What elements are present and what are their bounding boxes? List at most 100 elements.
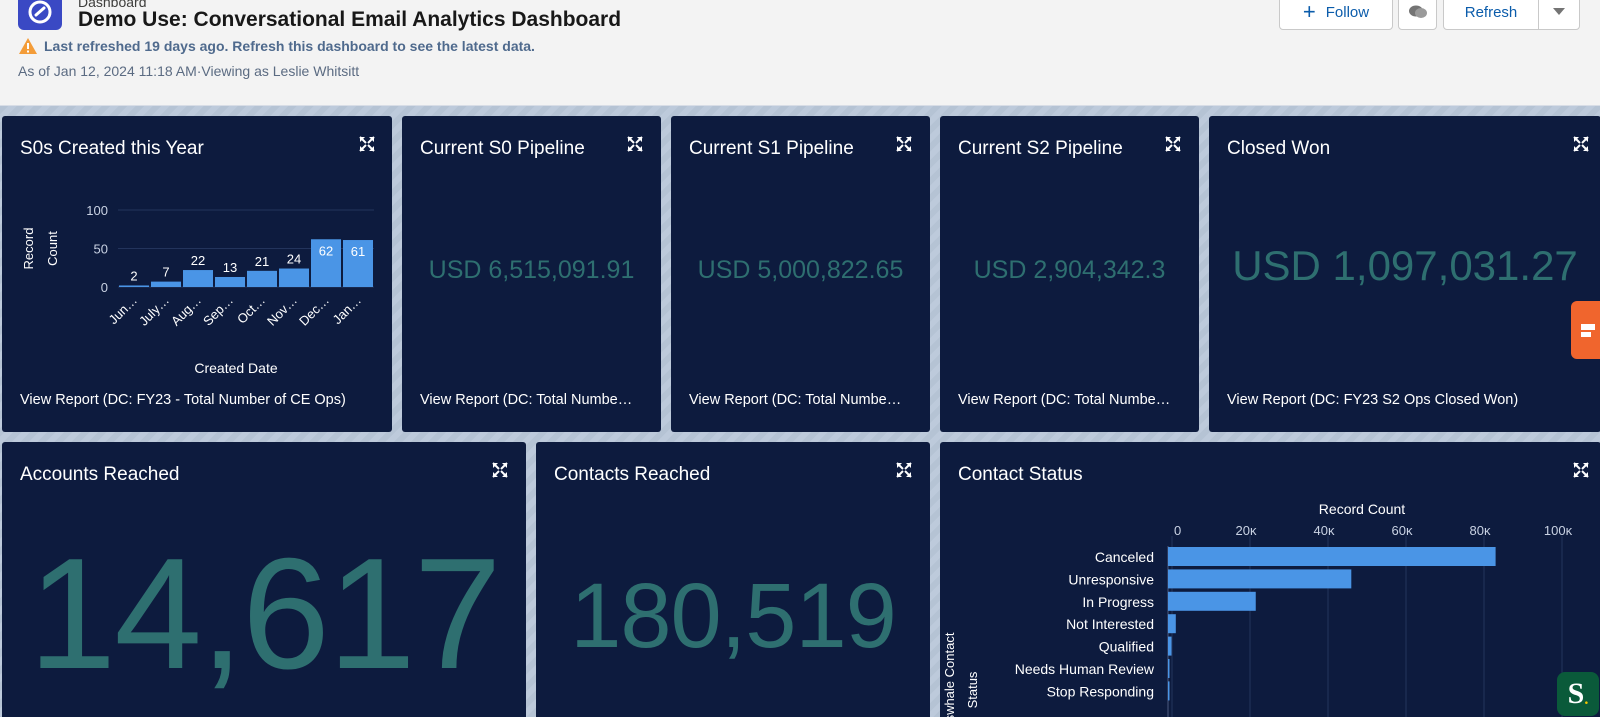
saleswhale-logo-icon[interactable]: S. — [1557, 672, 1599, 716]
x-tick-label: 100ĸ — [1544, 523, 1573, 538]
page-title: Demo Use: Conversational Email Analytics… — [78, 8, 622, 31]
y-tick-label: Qualified — [1099, 639, 1154, 655]
card-title: S0s Created this Year — [20, 138, 204, 159]
bar — [1168, 614, 1176, 634]
y-tick-label: Not Interested — [1066, 616, 1154, 632]
metric-value: USD 1,097,031.27 — [1232, 242, 1578, 289]
expand-icon[interactable] — [1165, 136, 1181, 152]
y-tick-label: 50 — [94, 242, 108, 257]
bar — [119, 285, 149, 287]
card-contact-status: Contact Status Record Count 0 20ĸ 40ĸ 60ĸ 80ĸ… — [940, 442, 1600, 717]
metric-value: USD 6,515,091.91 — [428, 256, 635, 284]
x-tick-label: 40ĸ — [1314, 523, 1335, 538]
data-label: 13 — [223, 260, 237, 275]
metric-value: USD 5,000,822.65 — [697, 256, 904, 284]
expand-icon[interactable] — [896, 136, 912, 152]
warning-text: Last refreshed 19 days ago. Refresh this… — [44, 38, 535, 54]
y-tick-label: In Progress — [1082, 594, 1154, 610]
bar — [311, 239, 341, 287]
data-label: 21 — [255, 254, 269, 269]
data-label: 22 — [191, 253, 205, 268]
x-tick-label: 0 — [1174, 523, 1181, 538]
x-tick-label: Oct… — [234, 293, 268, 327]
bar — [1168, 636, 1172, 656]
bar — [1168, 681, 1170, 701]
bar — [1168, 591, 1256, 611]
card-title: Current S0 Pipeline — [420, 138, 585, 159]
y-tick-label: Needs Human Review — [1015, 661, 1155, 677]
bar — [1168, 659, 1170, 678]
y-tick-label: Stop Responding — [1047, 683, 1154, 699]
x-tick-label: 60ĸ — [1392, 523, 1413, 538]
chevron-down-icon — [1553, 8, 1565, 15]
x-axis-label: Created Date — [194, 360, 277, 376]
card-title: Contacts Reached — [554, 464, 711, 485]
x-tick-label: Dec… — [296, 293, 332, 329]
dashboard-app-icon — [18, 0, 62, 30]
y-axis-label: Status — [965, 671, 980, 708]
plus-icon: + — [1302, 0, 1316, 24]
dashboard-header: Dashboard Demo Use: Conversational Email… — [0, 0, 1600, 106]
card-s1-pipeline: Current S1 Pipeline USD 5,000,822.65 Vie… — [671, 116, 930, 432]
data-label: 24 — [287, 252, 301, 267]
y-tick-label: Unresponsive — [1068, 571, 1154, 587]
card-s0-pipeline: Current S0 Pipeline USD 6,515,091.91 Vie… — [402, 116, 661, 432]
data-label: 7 — [162, 265, 169, 280]
y-axis-label: Record — [21, 228, 36, 270]
metric-value: 14,617 — [28, 526, 501, 702]
feedback-side-tab[interactable] — [1571, 301, 1600, 359]
y-tick-label: 0 — [101, 280, 108, 295]
chat-icon — [1581, 324, 1595, 337]
view-report-link[interactable]: View Report (DC: FY23 S2 Ops Closed Won) — [1227, 392, 1519, 408]
expand-icon[interactable] — [1573, 136, 1589, 152]
data-label: 61 — [351, 244, 365, 259]
view-report-link[interactable]: View Report (DC: Total Numbe… — [420, 392, 633, 408]
view-report-link[interactable]: View Report (DC: FY23 - Total Number of … — [20, 392, 346, 408]
feed-button[interactable] — [1398, 0, 1437, 30]
view-report-link[interactable]: View Report (DC: Total Numbe… — [958, 392, 1171, 408]
x-tick-label: Jun… — [105, 293, 140, 328]
card-closed-won: Closed Won USD 1,097,031.27 View Report … — [1209, 116, 1600, 432]
bar — [343, 240, 373, 287]
bar — [215, 276, 245, 287]
expand-icon[interactable] — [359, 136, 375, 152]
refresh-button[interactable]: Refresh — [1443, 0, 1539, 30]
view-report-link[interactable]: View Report (DC: Total Numbe… — [689, 392, 902, 408]
x-tick-label: Sep… — [200, 293, 236, 329]
warning-icon — [19, 38, 37, 54]
card-title: Contact Status — [958, 464, 1083, 485]
data-label: 62 — [319, 243, 333, 258]
bar — [151, 281, 181, 287]
expand-icon[interactable] — [896, 462, 912, 478]
s0-created-chart: 0 50 100 Record Count 2 Jun… 7 July… 22 Aug… 13 Sep…… — [21, 203, 374, 376]
bar — [183, 270, 213, 287]
card-s2-pipeline: Current S2 Pipeline USD 2,904,342.3 View… — [940, 116, 1199, 432]
breadcrumb[interactable]: Dashboard — [78, 0, 147, 10]
bar — [1168, 547, 1496, 566]
more-actions-button[interactable] — [1538, 0, 1580, 30]
bar — [1168, 569, 1352, 589]
x-tick-label: Nov… — [264, 293, 300, 329]
y-axis-label: Saleswhale Contact — [942, 632, 957, 717]
follow-button[interactable]: + Follow — [1279, 0, 1393, 30]
refresh-label: Refresh — [1464, 3, 1518, 21]
card-title: Current S1 Pipeline — [689, 138, 854, 159]
bar — [247, 270, 277, 287]
expand-icon[interactable] — [1573, 462, 1589, 478]
x-tick-label: July… — [136, 293, 172, 329]
feed-icon — [1408, 5, 1427, 18]
card-title: Current S2 Pipeline — [958, 138, 1123, 159]
x-tick-label: Aug… — [168, 293, 204, 329]
expand-icon[interactable] — [627, 136, 643, 152]
card-title: Accounts Reached — [20, 464, 180, 485]
bar — [279, 268, 309, 287]
metric-value: 180,519 — [570, 565, 897, 667]
card-title: Closed Won — [1227, 138, 1331, 159]
expand-icon[interactable] — [492, 462, 508, 478]
x-axis-label: Record Count — [1319, 501, 1405, 517]
y-tick-label: 100 — [86, 203, 108, 218]
y-tick-label: Canceled — [1095, 549, 1154, 565]
x-tick-label: 20ĸ — [1236, 523, 1257, 538]
contact-status-chart: Record Count 0 20ĸ 40ĸ 60ĸ 80ĸ 100ĸ Canceled Unr… — [942, 501, 1573, 717]
refresh-warning: Last refreshed 19 days ago. Refresh this… — [18, 37, 535, 55]
